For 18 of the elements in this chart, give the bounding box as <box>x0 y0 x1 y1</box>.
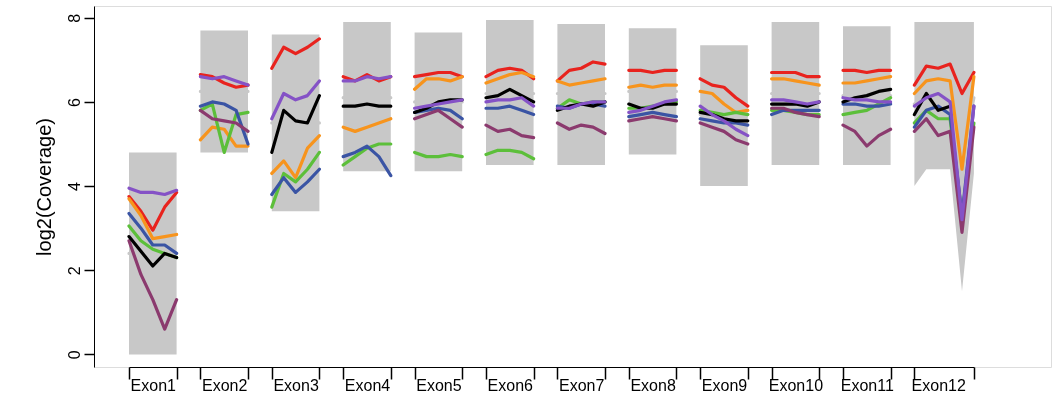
y-tick-label: 4 <box>65 182 83 192</box>
x-tick-label: Exon2 <box>202 376 248 394</box>
y-tick-label: 0 <box>65 350 83 360</box>
x-tick-label: Exon11 <box>840 376 894 394</box>
x-tick-label: Exon8 <box>630 376 676 394</box>
y-tick-label: 6 <box>65 97 83 107</box>
x-tick-label: Exon9 <box>701 376 748 394</box>
x-tick-label: Exon1 <box>130 376 177 394</box>
y-axis-title: log2(Coverage) <box>32 118 55 256</box>
x-tick-label: Exon12 <box>911 376 966 394</box>
x-tick-label: Exon10 <box>768 376 824 394</box>
y-tick-label: 2 <box>65 266 83 276</box>
x-tick-label: Exon7 <box>559 376 605 394</box>
x-tick-label: Exon3 <box>273 376 319 394</box>
x-tick-label: Exon6 <box>487 376 534 394</box>
y-tick-label: 8 <box>65 13 83 23</box>
x-tick-label: Exon5 <box>416 376 462 394</box>
x-tick-label: Exon4 <box>344 376 391 394</box>
